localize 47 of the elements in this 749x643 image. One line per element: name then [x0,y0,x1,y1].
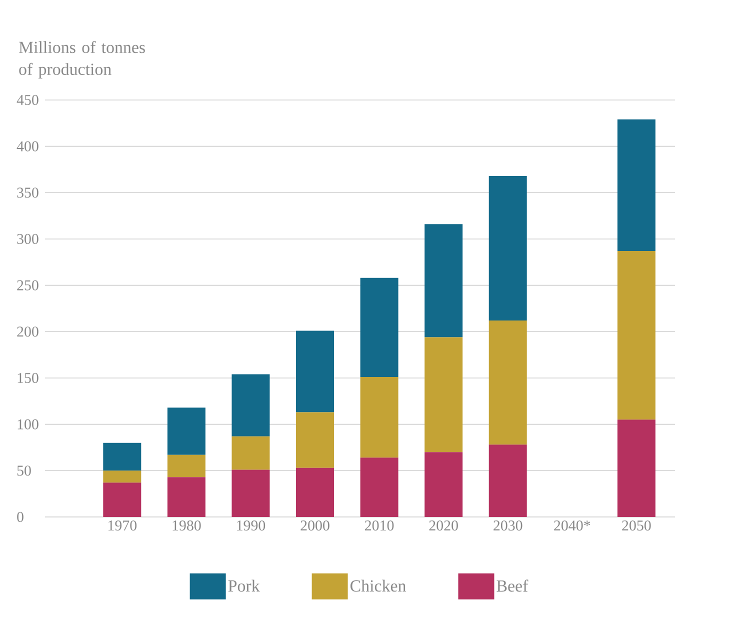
bar [360,278,398,378]
bar [424,452,463,517]
bar [296,468,334,517]
bar [617,420,656,517]
bar [167,477,206,517]
bar [488,320,527,445]
y-tick-label: 50 [17,466,31,476]
x-tick-label: 1980 [172,520,201,531]
y-tick-label: 100 [18,419,38,430]
bar [617,251,656,420]
bar [103,442,142,471]
y-tick-label: 250 [17,280,38,290]
bar [424,337,463,452]
x-tick-label: 2030 [494,520,522,531]
bar [488,176,527,321]
bar [103,470,142,483]
y-axis-title: Millions of tonnes of production [19,41,145,78]
x-tick-label: 2000 [300,520,330,531]
bar [167,408,206,455]
y-tick-label: 350 [17,188,38,198]
x-tick-label: 1970 [108,520,137,531]
bar [232,436,270,470]
bar [488,444,527,517]
bar [232,374,270,436]
x-tick-label: 2040* [554,520,590,531]
legend-label: Beef [496,580,528,592]
y-tick-label: 300 [17,234,38,244]
bar [296,412,334,468]
legend-label: Chicken [350,580,406,592]
bar [232,470,270,517]
y-tick-label: 400 [16,141,38,152]
bar [360,377,398,458]
x-tick-label: 2050 [622,520,651,531]
bar [617,119,656,252]
bar [103,482,142,517]
y-tick-label: 0 [17,512,24,522]
y-tick-label: 200 [17,326,38,337]
bar [424,224,463,338]
bar [296,330,334,412]
legend-label: Pork [228,580,260,592]
bar [360,458,398,517]
y-tick-label: 150 [18,372,38,383]
bar [167,454,206,478]
x-tick-label: 1990 [237,520,266,531]
x-tick-label: 2020 [429,520,458,531]
x-tick-label: 2010 [365,520,394,531]
y-tick-label: 450 [16,94,38,105]
